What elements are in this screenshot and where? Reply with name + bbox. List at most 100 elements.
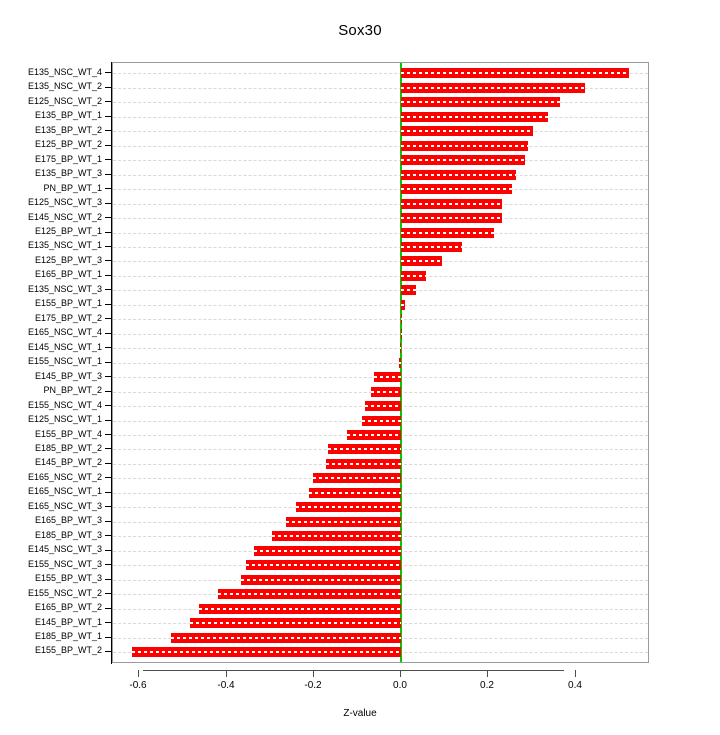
y-axis-tick-label: E155_BP_WT_3 — [34, 573, 102, 584]
bar — [400, 343, 402, 354]
y-axis-tick-label: E175_BP_WT_2 — [34, 312, 102, 323]
bar — [401, 184, 513, 195]
gridline — [113, 305, 648, 306]
y-axis-tick-labels: E135_NSC_WT_4 E135_NSC_WT_2 E125_NSC_WT_2 E… — [0, 0, 102, 735]
y-axis-tick-label: E185_BP_WT_3 — [34, 529, 102, 540]
y-axis-tick — [105, 275, 112, 276]
bar — [401, 299, 406, 310]
gridline — [113, 233, 648, 234]
y-axis-tick — [105, 101, 112, 102]
y-axis-tick — [105, 448, 112, 449]
y-axis-tick-label: E165_BP_WT_1 — [34, 269, 102, 280]
bar — [401, 140, 529, 151]
y-axis-tick-label: E145_BP_WT_2 — [34, 457, 102, 468]
y-axis-tick — [105, 564, 112, 565]
y-axis-tick — [105, 608, 112, 609]
bar — [171, 632, 402, 643]
y-axis-tick — [105, 260, 112, 261]
y-axis-tick-label: E155_BP_WT_1 — [34, 298, 102, 309]
bar — [401, 256, 442, 267]
y-axis-tick-label: E125_NSC_WT_1 — [27, 414, 102, 425]
y-axis-tick — [105, 405, 112, 406]
bar — [362, 415, 402, 426]
y-axis-tick-label: E155_NSC_WT_2 — [27, 587, 102, 598]
bar — [401, 241, 463, 252]
bar — [401, 126, 533, 137]
y-axis-tick — [105, 506, 112, 507]
y-axis-tick — [105, 376, 112, 377]
bar — [401, 227, 494, 238]
gridline — [113, 334, 648, 335]
bar — [401, 97, 561, 108]
y-axis-tick-label: E145_NSC_WT_2 — [27, 211, 102, 222]
bar — [401, 213, 502, 224]
y-axis-tick — [105, 318, 112, 319]
y-axis-tick-label: E135_NSC_WT_3 — [27, 283, 102, 294]
chart-title: Sox30 — [338, 22, 382, 39]
y-axis-tick — [105, 593, 112, 594]
y-axis-tick — [105, 463, 112, 464]
y-axis-tick-label: E135_BP_WT_1 — [34, 110, 102, 121]
y-axis-tick-label: E165_NSC_WT_4 — [27, 327, 102, 338]
y-axis-tick — [105, 637, 112, 638]
y-axis-tick-label: E155_BP_WT_4 — [34, 428, 102, 439]
gridline — [113, 290, 648, 291]
gridline — [113, 146, 648, 147]
y-axis-tick — [105, 72, 112, 73]
gridline — [113, 247, 648, 248]
y-axis-tick — [105, 145, 112, 146]
y-axis-tick-label: E165_NSC_WT_1 — [27, 486, 102, 497]
y-axis-tick — [105, 434, 112, 435]
bar — [401, 198, 503, 209]
y-axis-tick-label: PN_BP_WT_2 — [43, 385, 102, 396]
bar — [401, 68, 630, 79]
y-axis-tick — [105, 333, 112, 334]
gridline — [113, 131, 648, 132]
bar — [399, 357, 402, 368]
bar — [401, 169, 516, 180]
gridline — [113, 204, 648, 205]
y-axis-tick-label: E135_NSC_WT_4 — [27, 66, 102, 77]
bar — [312, 473, 402, 484]
y-axis-tick-label: E155_BP_WT_2 — [34, 645, 102, 656]
bar — [296, 502, 402, 513]
bar — [199, 603, 402, 614]
gridline — [113, 160, 648, 161]
y-axis-tick — [105, 130, 112, 131]
plot-area — [113, 63, 648, 662]
y-axis-tick-label: E135_NSC_WT_2 — [27, 81, 102, 92]
bar — [272, 531, 402, 542]
bar — [254, 545, 402, 556]
y-axis-tick — [105, 521, 112, 522]
bar — [217, 589, 402, 600]
bar — [401, 155, 525, 166]
bar — [326, 458, 402, 469]
x-axis-tick — [313, 670, 314, 677]
y-axis-tick — [105, 622, 112, 623]
plot-panel — [112, 62, 649, 663]
x-axis-tick — [575, 670, 576, 677]
y-axis-tick — [105, 232, 112, 233]
y-axis-tick — [105, 651, 112, 652]
bar — [190, 618, 402, 629]
bar — [371, 386, 402, 397]
y-axis-tick — [105, 289, 112, 290]
x-axis-tick — [226, 670, 227, 677]
bar — [309, 487, 402, 498]
y-axis-tick — [105, 347, 112, 348]
y-axis-tick — [105, 362, 112, 363]
gridline — [113, 348, 648, 349]
x-axis-tick-label: 0.4 — [568, 680, 582, 691]
gridline — [113, 363, 648, 364]
y-axis-tick — [105, 188, 112, 189]
y-axis-tick — [105, 87, 112, 88]
y-axis-tick — [105, 116, 112, 117]
gridline — [113, 276, 648, 277]
y-axis-tick — [105, 159, 112, 160]
y-axis-tick-label: E125_NSC_WT_2 — [27, 95, 102, 106]
y-axis-tick — [105, 304, 112, 305]
gridline — [113, 88, 648, 89]
y-axis-tick-label: E165_NSC_WT_2 — [27, 471, 102, 482]
gridline — [113, 175, 648, 176]
y-axis-tick-label: E125_BP_WT_2 — [34, 139, 102, 150]
